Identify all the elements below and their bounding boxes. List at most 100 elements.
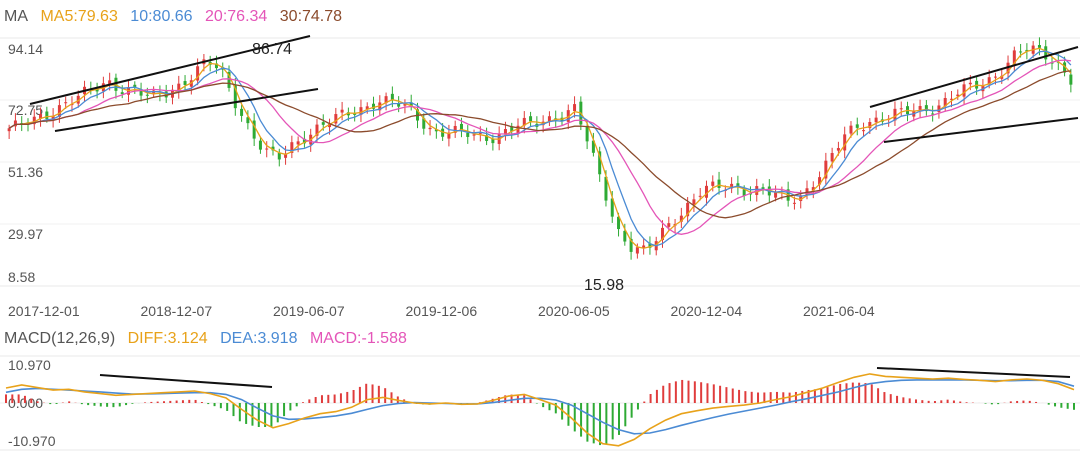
candle-body	[133, 84, 137, 88]
candle-body	[843, 134, 847, 151]
candle-body	[302, 138, 306, 144]
candle-body	[76, 95, 80, 104]
candle-body	[57, 105, 61, 117]
candle-body	[265, 148, 269, 150]
candle-body	[1012, 50, 1016, 64]
candle-body	[642, 245, 646, 248]
price-y-tick-label: 94.14	[8, 41, 43, 57]
candle-body	[353, 113, 357, 115]
candle-body	[466, 132, 470, 137]
candle-body	[604, 176, 608, 201]
candle-body	[328, 124, 332, 128]
candle-body	[152, 90, 156, 95]
candle-body	[529, 116, 533, 122]
candle-body	[459, 123, 463, 131]
candle-body	[472, 134, 476, 136]
candle-body	[761, 187, 765, 190]
candle-body	[598, 151, 602, 175]
candle-body	[679, 215, 683, 222]
candle-body	[271, 146, 275, 151]
candle-body	[372, 103, 376, 109]
candle-body	[730, 183, 734, 189]
ma20-line	[8, 59, 1071, 235]
ma5-line	[8, 47, 1072, 249]
candle-body	[39, 113, 43, 120]
candle-body	[13, 120, 17, 127]
candle-body	[566, 110, 570, 122]
candle-body	[635, 247, 639, 254]
candle-body	[987, 77, 991, 85]
macd-y-tick-label: 10.970	[8, 357, 51, 373]
candle-body	[661, 227, 665, 241]
trend-line	[99, 374, 273, 388]
diff-line	[5, 373, 1075, 447]
candle-body	[403, 103, 407, 106]
candle-body	[943, 98, 947, 107]
candle-body	[774, 192, 778, 198]
candle-body	[32, 116, 36, 125]
candle-body	[321, 122, 325, 125]
candle-body	[893, 108, 897, 121]
candle-body	[258, 140, 262, 150]
candle-body	[296, 141, 300, 145]
candle-body	[868, 122, 872, 129]
candle-body	[397, 103, 401, 107]
candle-body	[918, 106, 922, 110]
candle-body	[447, 132, 451, 139]
candle-body	[522, 117, 526, 126]
candle-body	[277, 153, 281, 160]
candle-body	[183, 81, 187, 85]
candle-body	[968, 82, 972, 85]
price-y-tick-label: 72.75	[8, 102, 43, 118]
trend-line	[869, 46, 1079, 108]
trend-line	[29, 35, 311, 105]
candle-body	[120, 92, 124, 94]
candle-body	[334, 114, 338, 124]
candle-body	[924, 105, 928, 112]
candle-body	[196, 66, 200, 81]
candle-body	[45, 111, 49, 119]
candle-body	[899, 108, 903, 110]
x-tick-label: 2020-12-04	[671, 303, 743, 319]
low-annotation: 15.98	[584, 277, 624, 294]
dea-legend: DEA:3.918	[220, 330, 298, 347]
candle-body	[365, 106, 369, 110]
x-tick-label: 2019-06-07	[273, 303, 345, 319]
candle-body	[139, 90, 143, 96]
candle-body	[491, 138, 495, 144]
candle-body	[956, 94, 960, 97]
x-tick-label: 2017-12-01	[8, 303, 80, 319]
candle-body	[937, 105, 941, 113]
candle-body	[108, 80, 112, 86]
candle-body	[384, 96, 388, 104]
ma30-line	[8, 70, 1071, 219]
candle-body	[1037, 45, 1041, 48]
candle-body	[547, 116, 551, 122]
candle-body	[686, 202, 690, 217]
candle-body	[227, 72, 231, 88]
candle-body	[717, 179, 721, 188]
candle-body	[591, 140, 595, 153]
candle-body	[648, 243, 652, 248]
price-y-tick-label: 8.58	[8, 269, 35, 285]
candle-body	[949, 98, 953, 100]
candle-body	[503, 129, 507, 135]
candle-body	[836, 148, 840, 151]
x-tick-label: 2020-06-05	[538, 303, 610, 319]
x-tick-label: 2018-12-07	[141, 303, 213, 319]
candle-body	[252, 120, 256, 139]
candle-body	[290, 142, 294, 153]
ma-legend: MA MA5:79.63 10:80.66 20:76.34 30:74.78	[4, 8, 350, 26]
candle-body	[830, 152, 834, 162]
candle-body	[214, 63, 218, 69]
candle-body	[629, 238, 633, 252]
candle-body	[874, 117, 878, 123]
candle-body	[485, 135, 489, 141]
macd-legend-title: MACD(12,26,9)	[4, 330, 116, 347]
candle-body	[409, 102, 413, 107]
candle-body	[792, 202, 796, 204]
x-tick-label: 2019-12-06	[406, 303, 478, 319]
candle-body	[742, 189, 746, 196]
candle-body	[711, 181, 715, 186]
macd-y-tick-label: -10.970	[8, 433, 56, 449]
